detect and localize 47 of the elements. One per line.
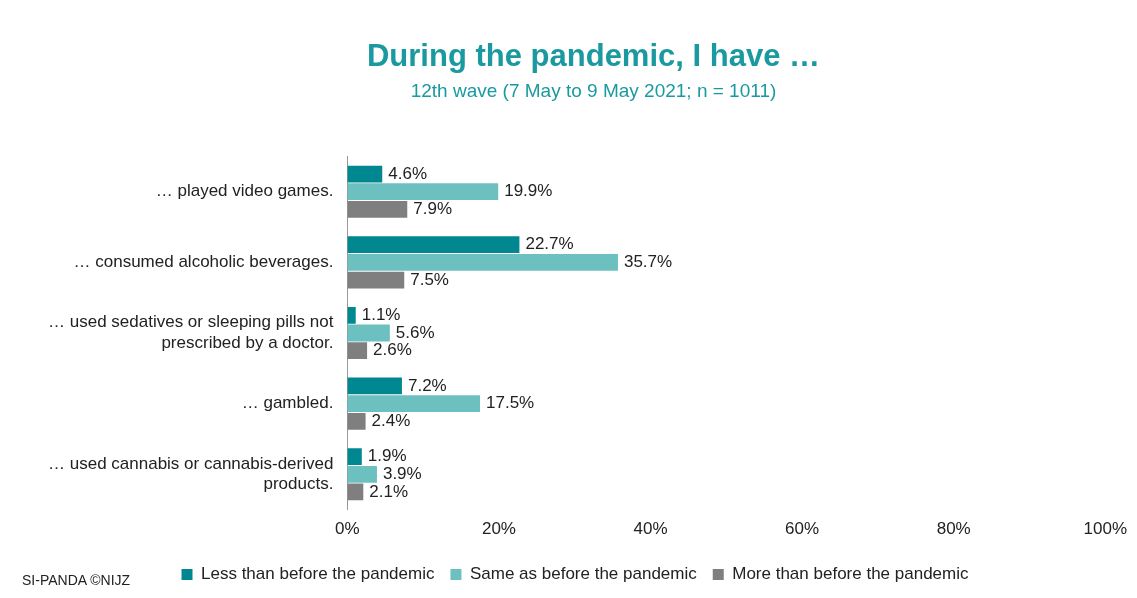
text: SI-PANDA ©NIJZ [22, 572, 131, 588]
y-tick-label: … played video games. [155, 181, 334, 201]
data-label: 7.5% [410, 269, 449, 289]
data-label: 5.6% [395, 322, 435, 342]
data-label: 3.9% [382, 463, 422, 483]
data-label: 17.5% [486, 393, 535, 413]
bar [347, 253, 618, 271]
bar [347, 377, 402, 395]
legend-label: Same as before the pandemic [469, 564, 698, 584]
bar [347, 200, 408, 218]
x-tick-label: 100% [1083, 519, 1127, 539]
bar [347, 465, 377, 483]
bar [347, 271, 405, 289]
data-label: 2.6% [373, 340, 412, 360]
y-tick-label: … used sedatives or sleeping pills not prescribed by a doctor. [48, 312, 334, 352]
bar [347, 165, 383, 183]
bar [347, 236, 520, 254]
x-tick-label: 20% [481, 519, 516, 539]
bar [347, 412, 366, 430]
data-label: 1.1% [361, 305, 401, 325]
y-tick-label: … consumed alcoholic beverages. [73, 252, 334, 272]
chart-subtitle: 12th wave (7 May to 9 May 2021; n = 1011) [409, 80, 778, 102]
legend-label: Less than before the pandemic [201, 564, 435, 584]
bar [347, 324, 390, 342]
x-tick-label: 0% [335, 519, 360, 539]
legend-label: More than before the pandemic [732, 564, 969, 584]
data-label: 7.9% [413, 199, 453, 219]
y-tick-label: … used cannabis or cannabis-derived products. [48, 453, 334, 494]
bar [347, 448, 362, 466]
data-label: 4.6% [388, 163, 427, 183]
bar [347, 306, 356, 324]
data-label: 35.7% [623, 252, 673, 272]
data-label: 1.9% [367, 446, 407, 466]
bar [347, 342, 368, 360]
x-tick-label: 80% [936, 519, 971, 539]
chart-title: During the pandemic, I have … [366, 38, 821, 74]
data-label: 19.9% [504, 181, 553, 201]
y-tick-label: … gambled. [241, 393, 334, 413]
data-label: 7.2% [407, 375, 447, 395]
bar [347, 183, 499, 201]
x-tick-label: 40% [633, 519, 668, 539]
x-tick-label: 60% [785, 519, 820, 539]
data-label: 22.7% [525, 234, 574, 254]
data-label: 2.4% [371, 410, 411, 430]
bar [347, 395, 481, 413]
data-label: 2.1% [369, 481, 409, 501]
bar [347, 483, 364, 501]
